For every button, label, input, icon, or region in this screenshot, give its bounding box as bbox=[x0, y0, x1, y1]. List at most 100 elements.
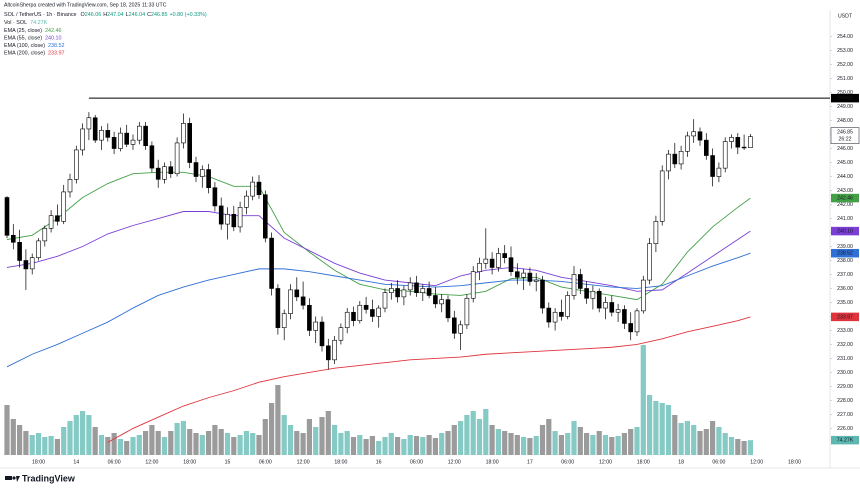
volume-bar bbox=[483, 409, 489, 455]
candle-body bbox=[565, 295, 571, 317]
candle-body bbox=[634, 310, 640, 333]
volume-bar bbox=[584, 433, 590, 455]
candle-body bbox=[584, 288, 589, 299]
volume-bar bbox=[136, 435, 142, 455]
candle-body bbox=[231, 214, 237, 228]
candle-body bbox=[11, 234, 16, 243]
volume-bar bbox=[117, 439, 123, 455]
volume-bar bbox=[325, 411, 331, 455]
candle-body bbox=[206, 169, 211, 189]
y-tick-label: 239.00 bbox=[837, 244, 853, 250]
volume-bar bbox=[596, 431, 602, 455]
volume-bar bbox=[502, 431, 508, 455]
y-tick-label: 226.00 bbox=[837, 426, 853, 432]
volume-bar bbox=[357, 435, 363, 455]
volume-bar bbox=[741, 441, 747, 455]
y-tick-label: 248.00 bbox=[837, 118, 853, 124]
volume-bar bbox=[495, 429, 501, 455]
ohlc-value: 246.04 bbox=[129, 12, 146, 18]
volume-bar bbox=[313, 427, 319, 455]
x-tick-label: 06:00 bbox=[410, 459, 423, 465]
candle-body bbox=[74, 149, 79, 180]
y-tick-label: 228.00 bbox=[837, 398, 853, 404]
candle-body bbox=[577, 274, 583, 289]
volume-bar bbox=[174, 423, 180, 455]
volume-bar bbox=[10, 419, 16, 455]
volume-bar bbox=[206, 431, 212, 455]
candle-body bbox=[716, 167, 722, 177]
legend-ema: EMA (100, close) 238.52 bbox=[4, 43, 65, 49]
candle-body bbox=[546, 307, 552, 323]
y-tick-label: 250.00 bbox=[837, 90, 853, 96]
candle-body bbox=[370, 309, 375, 317]
legend-name: EMA (55, close) bbox=[4, 36, 42, 42]
candle-body bbox=[363, 304, 369, 310]
volume-bar bbox=[149, 425, 155, 455]
candle-body bbox=[174, 142, 180, 175]
y-tick-label: 243.00 bbox=[837, 188, 853, 194]
volume-bar bbox=[703, 429, 709, 455]
volume-bar bbox=[747, 440, 753, 455]
volume-bar bbox=[684, 421, 690, 455]
volume-bar bbox=[250, 433, 256, 455]
candle-body bbox=[609, 302, 615, 313]
candle-body bbox=[433, 295, 438, 305]
candle-body bbox=[483, 258, 489, 264]
volume-bar bbox=[508, 433, 514, 455]
volume-bar bbox=[243, 431, 249, 455]
volume-bar bbox=[722, 433, 728, 455]
volume-bar bbox=[35, 433, 42, 455]
volume-bar bbox=[577, 427, 583, 455]
volume-bar bbox=[470, 411, 476, 455]
volume-bar bbox=[640, 345, 646, 455]
candle-body bbox=[23, 260, 29, 270]
volume-bar bbox=[382, 437, 388, 455]
legend-value: 233.97 bbox=[48, 51, 65, 57]
candle-body bbox=[86, 117, 92, 130]
candle-body bbox=[508, 257, 514, 272]
volume-bar bbox=[86, 415, 92, 455]
candle-body bbox=[118, 132, 123, 149]
x-tick-label: 12:00 bbox=[297, 459, 310, 465]
volume-bar bbox=[98, 435, 105, 455]
candle-body bbox=[149, 145, 155, 169]
y-tick-label: 229.00 bbox=[837, 384, 853, 390]
y-tick-label: 252.00 bbox=[837, 62, 853, 68]
volume-bar bbox=[23, 431, 29, 455]
x-tick-label: 12:00 bbox=[448, 459, 461, 465]
volume-bar bbox=[621, 433, 627, 455]
x-tick-label: 18:00 bbox=[183, 459, 196, 465]
volume-bar bbox=[476, 419, 483, 455]
candle-body bbox=[225, 214, 230, 225]
y-tick-label: 253.00 bbox=[837, 48, 853, 54]
candle-body bbox=[105, 130, 111, 138]
volume-bar bbox=[445, 431, 451, 455]
volume-bar bbox=[546, 419, 552, 455]
volume-bar bbox=[678, 423, 684, 455]
y-tick-label: 237.00 bbox=[837, 272, 853, 278]
candle-body bbox=[590, 290, 596, 299]
volume-bar bbox=[565, 433, 571, 455]
y-tick-label: 238.00 bbox=[837, 258, 853, 264]
candle-body bbox=[414, 282, 419, 293]
volume-bar bbox=[319, 417, 325, 455]
volume-bar bbox=[728, 437, 735, 455]
x-tick-label: 06:00 bbox=[259, 459, 272, 465]
candle-body bbox=[338, 327, 344, 341]
volume-bar bbox=[558, 435, 564, 455]
candle-body bbox=[722, 141, 728, 169]
x-tick-label: 12:00 bbox=[750, 459, 763, 465]
volume-bar bbox=[275, 385, 281, 455]
candle-body bbox=[502, 253, 508, 258]
attribution: AltcoinSherpa created with TradingView.c… bbox=[4, 2, 167, 8]
volume-bar bbox=[4, 405, 10, 455]
candle-body bbox=[48, 215, 54, 229]
candle-body bbox=[540, 279, 545, 309]
ohlc-value: 247.04 bbox=[107, 12, 124, 18]
legend-name: EMA (200, close) bbox=[4, 51, 45, 57]
candle-body bbox=[401, 289, 407, 298]
volume-bar bbox=[54, 439, 60, 455]
ema-line bbox=[107, 316, 751, 443]
volume-bar bbox=[628, 429, 634, 455]
